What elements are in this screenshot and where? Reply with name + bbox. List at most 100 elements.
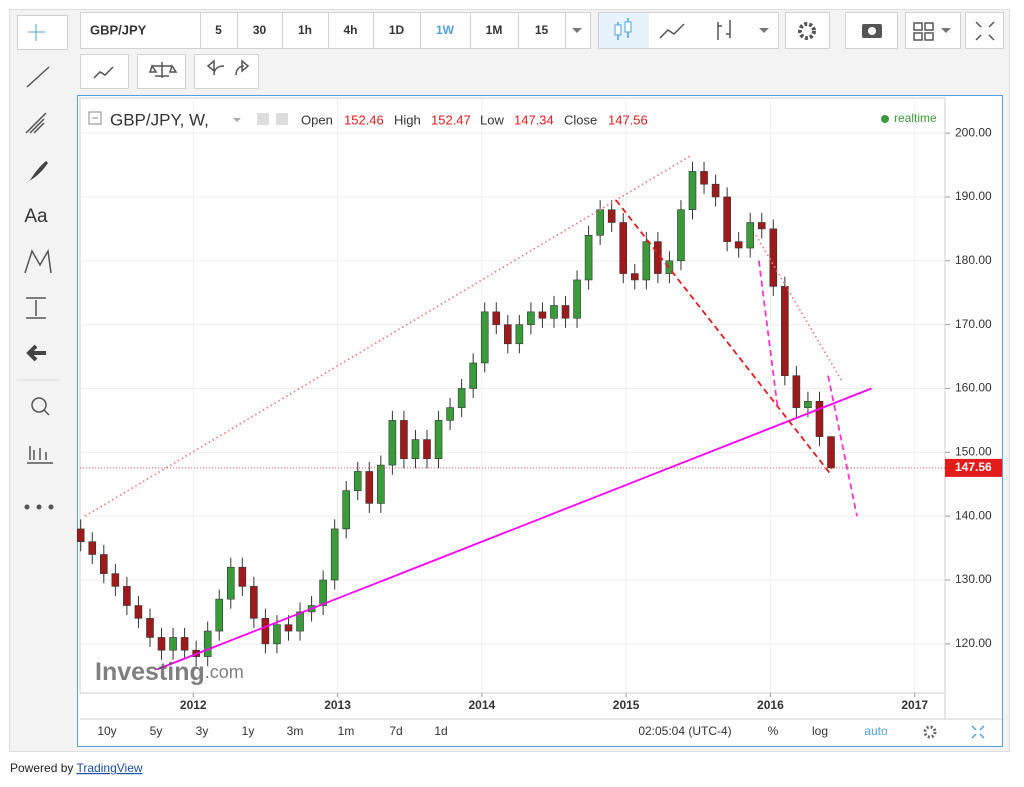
- pattern-tool[interactable]: [24, 248, 52, 274]
- candle-body: [804, 400, 812, 408]
- crosshair-icon: [28, 24, 45, 41]
- visibility-tool[interactable]: [27, 446, 53, 464]
- remove-tool[interactable]: [26, 344, 46, 362]
- brush-tool[interactable]: [26, 161, 48, 183]
- candle-body: [250, 586, 258, 619]
- drawing: [84, 154, 692, 517]
- candle-body: [769, 228, 778, 287]
- redo[interactable]: [235, 59, 250, 76]
- drawing: [755, 234, 844, 383]
- legend-dropdown[interactable]: [233, 118, 241, 122]
- interval-btn[interactable]: 4h: [343, 23, 357, 37]
- ohlc-value: 147.56: [608, 112, 648, 127]
- ohlc-label: High: [394, 112, 421, 127]
- zoom-handle: [43, 409, 50, 416]
- plot-area: [79, 97, 946, 694]
- zoom-tool[interactable]: [31, 397, 47, 413]
- range-btn[interactable]: 10y: [97, 724, 116, 738]
- more-dot[interactable]: [24, 504, 30, 510]
- candle-body: [469, 362, 477, 389]
- percent-btn[interactable]: %: [768, 724, 779, 738]
- candle-body: [226, 566, 235, 600]
- undo[interactable]: [206, 59, 225, 76]
- measure-tool[interactable]: [26, 297, 46, 319]
- bar-style[interactable]: [717, 20, 731, 40]
- text-tool[interactable]: Aa: [24, 206, 48, 227]
- range-btn[interactable]: 7d: [389, 724, 402, 738]
- range-btn[interactable]: 3m: [287, 724, 304, 738]
- more-dot: [48, 504, 54, 510]
- interval-btn[interactable]: 1M: [486, 23, 503, 37]
- candle-body: [296, 611, 304, 632]
- ohlc-label: Open: [301, 112, 333, 127]
- candle-body: [723, 196, 731, 242]
- x-tick-label: 2012: [180, 698, 207, 712]
- candle-body: [215, 598, 224, 632]
- x-tick-label: 2017: [901, 698, 928, 712]
- candle-body: [677, 209, 685, 262]
- auto-btn[interactable]: auto: [864, 724, 888, 738]
- interval-btn[interactable]: 1h: [298, 23, 312, 37]
- symbol[interactable]: GBP/JPY: [90, 22, 147, 37]
- range-btn[interactable]: 1d: [434, 724, 447, 738]
- x-tick-label: 2016: [757, 698, 784, 712]
- candle-body: [319, 579, 327, 606]
- candle-body: [504, 324, 512, 345]
- interval-btn[interactable]: 15: [535, 23, 549, 37]
- last-price-label: 147.56: [955, 460, 992, 474]
- interval-btn[interactable]: 5: [215, 23, 222, 37]
- interval-btn[interactable]: 1D: [389, 23, 405, 37]
- settings-btn[interactable]: [785, 12, 830, 49]
- trendline-tool[interactable]: [26, 66, 50, 88]
- y-tick-label: 180.00: [955, 253, 992, 267]
- candle-body: [561, 305, 570, 319]
- realtime-dot: [881, 115, 889, 123]
- y-tick-label: 160.00: [955, 381, 992, 395]
- fullscreen-btn[interactable]: [965, 12, 1004, 49]
- interval-btn[interactable]: 1W: [436, 23, 455, 37]
- line-style[interactable]: [659, 23, 685, 39]
- dropdown[interactable]: [572, 28, 582, 33]
- candle-body: [100, 554, 108, 574]
- footer-link[interactable]: TradingView: [77, 761, 143, 775]
- y-tick-label: 200.00: [955, 125, 992, 139]
- indicators-btn[interactable]: [80, 54, 129, 89]
- range-btn[interactable]: 5y: [150, 724, 163, 738]
- candle-body: [76, 528, 85, 542]
- candle-body: [342, 490, 351, 530]
- compare-icon: [148, 62, 178, 78]
- candle-body: [480, 311, 489, 364]
- ohlc-value: 152.47: [431, 112, 471, 127]
- ohlc-value: 147.34: [514, 112, 554, 127]
- footer: Powered by TradingView: [10, 761, 143, 775]
- log-btn[interactable]: log: [812, 724, 828, 738]
- candle-style[interactable]: [599, 13, 649, 48]
- legend-settings[interactable]: [276, 113, 288, 125]
- candle-body: [457, 388, 466, 408]
- dropdown: [941, 28, 951, 33]
- legend-eye[interactable]: [257, 113, 269, 125]
- range-btn[interactable]: 1y: [242, 724, 255, 738]
- dropdown[interactable]: [759, 28, 769, 33]
- candle-body: [607, 209, 616, 223]
- range-btn[interactable]: 1m: [338, 724, 355, 738]
- undo-redo: [194, 54, 259, 89]
- gear-icon: [798, 22, 816, 40]
- settings-small[interactable]: [923, 725, 937, 739]
- ohlc-value: 152.46: [344, 112, 384, 127]
- pitchfork-tool[interactable]: [25, 112, 47, 134]
- realtime: realtime: [894, 111, 937, 125]
- interval-btn[interactable]: 30: [253, 23, 267, 37]
- watermark-suffix: .com: [205, 662, 244, 682]
- x-tick-label: 2013: [324, 698, 351, 712]
- candle-body: [515, 324, 524, 345]
- indicator-icon: [93, 66, 114, 79]
- candle-body: [411, 439, 420, 460]
- fit-btn[interactable]: [971, 725, 985, 739]
- candle-body: [642, 241, 651, 281]
- plot: 120.00 130.00 140.00 150.00 160.00 170.00 180.…: [76, 98, 1002, 712]
- candle-body: [203, 630, 212, 657]
- last-price-box: [945, 458, 1002, 477]
- range-btn[interactable]: 3y: [196, 724, 209, 738]
